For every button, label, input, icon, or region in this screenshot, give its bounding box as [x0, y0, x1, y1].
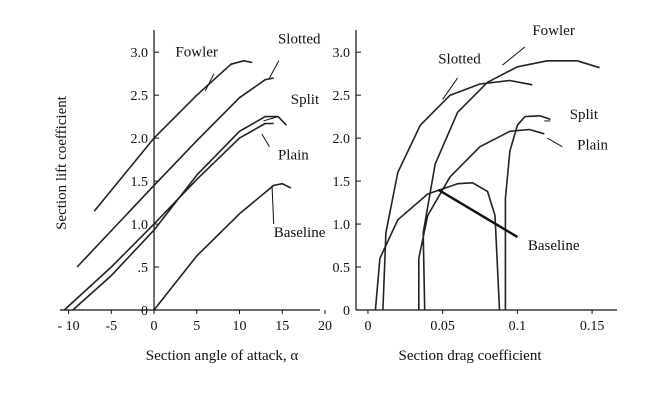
curve-label-plain: Plain	[577, 137, 608, 153]
series-group	[63, 60, 292, 311]
series-line-fowler	[422, 60, 600, 311]
y-tick-label: 2.5	[131, 89, 149, 104]
x-tick-label: 15	[275, 319, 289, 334]
lift-vs-angle-chart: - 10 -5 0 5 10 15 20 3.0 2.5 2.0 1.5 1.0 .5 0 Fowler S…	[54, 30, 332, 364]
series-line-plain	[63, 122, 274, 311]
y-tick-label: 0	[141, 304, 148, 319]
label-leader-line	[261, 133, 270, 147]
y-tick-label: 1.0	[333, 218, 351, 233]
x-axis-label: Section drag coefficient	[399, 348, 543, 364]
curve-label-baseline: Baseline	[274, 225, 326, 241]
x-tick-label: 10	[233, 319, 247, 334]
label-leader-line	[204, 73, 215, 92]
y-tick-label: 3.0	[131, 46, 149, 61]
series-line-split	[504, 115, 551, 310]
x-axis-label: Section angle of attack, α	[146, 348, 299, 364]
x-tick-label: - 10	[57, 319, 79, 334]
x-tick-label: 20	[318, 319, 332, 334]
curve-label-slotted: Slotted	[438, 51, 481, 67]
curve-label-fowler: Fowler	[532, 23, 575, 39]
curve-label-split: Split	[570, 107, 599, 123]
x-tick-label: 0.1	[509, 319, 527, 334]
tick-group: 0 0.05 0.1 0.15 3.0 2.5 2.0 1.5 1.0 0.5 0	[333, 46, 605, 334]
x-tick-label: 0.05	[430, 319, 455, 334]
series-line-slotted	[76, 77, 274, 268]
y-tick-label: 2.0	[131, 132, 149, 147]
series-line-baseline	[374, 182, 501, 311]
y-tick-label: 3.0	[333, 46, 351, 61]
label-leader-line	[437, 188, 519, 238]
curve-label-plain: Plain	[278, 148, 309, 164]
series-line-baseline	[153, 182, 292, 311]
curve-label-baseline: Baseline	[528, 238, 580, 254]
curve-label-fowler: Fowler	[175, 44, 218, 60]
series-line-plain	[418, 128, 545, 310]
curve-label-group: Fowler Slotted Split Plain Baseline	[437, 23, 609, 254]
lift-vs-drag-chart: 0 0.05 0.1 0.15 3.0 2.5 2.0 1.5 1.0 0.5 0 Fowler Sl…	[333, 23, 617, 364]
y-tick-label: 1.5	[333, 175, 351, 190]
label-leader-line	[271, 185, 275, 225]
y-tick-label: 1.0	[131, 218, 149, 233]
label-leader-line	[547, 137, 563, 148]
tick-group: - 10 -5 0 5 10 15 20 3.0 2.5 2.0 1.5 1.0 .5 0	[57, 46, 332, 334]
x-tick-label: 0	[151, 319, 158, 334]
x-tick-label: -5	[105, 319, 117, 334]
y-axis-label: Section lift coefficient	[54, 95, 70, 230]
label-leader-line	[502, 46, 526, 66]
y-tick-label: .5	[138, 261, 149, 276]
series-line-slotted	[382, 79, 533, 311]
label-leader-line	[442, 77, 459, 100]
series-line-split	[72, 115, 288, 311]
label-leader-line	[268, 60, 280, 79]
y-tick-label: 2.5	[333, 89, 351, 104]
curve-label-group: Fowler Slotted Split Plain Baseline	[175, 32, 325, 241]
series-group	[374, 60, 600, 311]
y-tick-label: 2.0	[333, 132, 351, 147]
y-tick-label: 0.5	[333, 261, 351, 276]
x-tick-label: 5	[193, 319, 200, 334]
y-tick-label: 1.5	[131, 175, 149, 190]
curve-label-split: Split	[291, 92, 320, 108]
x-tick-label: 0.15	[580, 319, 605, 334]
series-line-fowler	[93, 60, 253, 212]
label-leader-line	[263, 116, 279, 122]
y-tick-label: 0	[343, 304, 350, 319]
curve-label-slotted: Slotted	[278, 32, 321, 48]
x-tick-label: 0	[364, 319, 371, 334]
